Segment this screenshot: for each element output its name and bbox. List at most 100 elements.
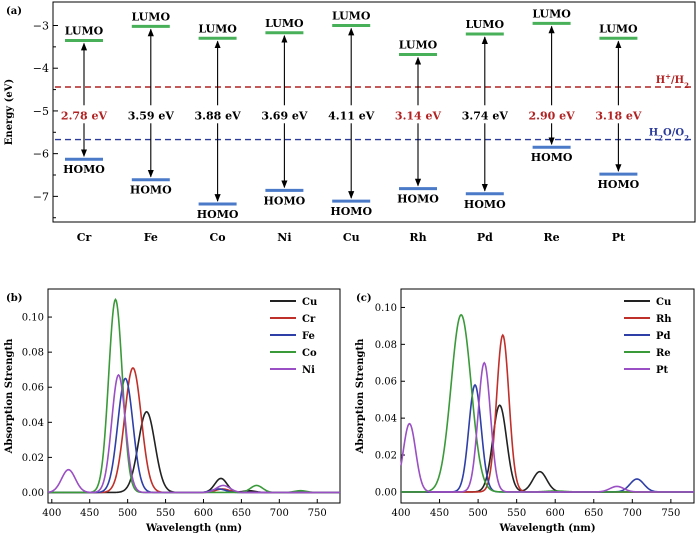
panel-b-legend-label: Cu bbox=[302, 297, 317, 308]
panel-b-ytick-label: 0.00 bbox=[22, 488, 44, 499]
metal-label: Co bbox=[210, 231, 226, 244]
panel-b-legend-label: Cr bbox=[302, 314, 316, 325]
homo-label: HOMO bbox=[531, 151, 573, 164]
lumo-label: LUMO bbox=[198, 22, 237, 35]
lumo-label: LUMO bbox=[332, 9, 371, 22]
panel-b-legend-label: Ni bbox=[302, 365, 315, 376]
gap-value-label: 3.59 eV bbox=[128, 109, 175, 122]
homo-label: HOMO bbox=[330, 205, 372, 218]
metal-label: Fe bbox=[144, 231, 158, 244]
panel-c-ytick-label: 0.04 bbox=[375, 414, 397, 425]
panel-c-series-line-pt bbox=[400, 361, 694, 493]
lumo-label: LUMO bbox=[599, 22, 638, 35]
panel-c-xtick-label: 600 bbox=[546, 508, 565, 519]
lumo-label: LUMO bbox=[399, 39, 438, 52]
panel-b-ytick-label: 0.10 bbox=[22, 313, 44, 324]
panel-b-xtick-label: 650 bbox=[232, 508, 251, 519]
lumo-label: LUMO bbox=[132, 10, 171, 23]
panel-a-ytick-label: −4 bbox=[33, 62, 49, 75]
panel-b-frame bbox=[47, 288, 341, 504]
panel-b-ytick-label: 0.04 bbox=[22, 418, 44, 429]
panel-b-series-line-cu bbox=[48, 410, 340, 494]
panel-b-xtick-label: 600 bbox=[194, 508, 213, 519]
panel-b-series-line-ni bbox=[47, 373, 340, 494]
panel-b-series-line-cr bbox=[48, 366, 340, 494]
homo-label: HOMO bbox=[464, 198, 506, 211]
panel-c-ylabel: Absorption Strength bbox=[355, 338, 366, 455]
gap-value-label: 2.78 eV bbox=[61, 109, 108, 122]
panel-a-ytick-label: −3 bbox=[33, 19, 49, 32]
panel-b-xtick-label: 550 bbox=[156, 508, 175, 519]
panel-c-series-line-re bbox=[401, 313, 694, 493]
panel-c-ytick-label: 0.08 bbox=[375, 340, 397, 351]
panel-c-legend-label: Pt bbox=[656, 365, 669, 376]
homo-label: HOMO bbox=[397, 193, 439, 206]
panel-a-ylabel: Energy (eV) bbox=[4, 79, 15, 145]
homo-label: HOMO bbox=[264, 194, 306, 207]
metal-label: Cr bbox=[77, 231, 92, 244]
panel-c-xtick-label: 400 bbox=[391, 508, 410, 519]
homo-label: HOMO bbox=[130, 184, 172, 197]
metal-label: Pd bbox=[477, 231, 493, 244]
panel-b-series-line-co bbox=[48, 298, 340, 494]
metal-label: Pt bbox=[612, 231, 626, 244]
panel-c-xtick-label: 500 bbox=[469, 508, 488, 519]
panel-c-label: (c) bbox=[356, 293, 372, 304]
metal-label: Re bbox=[544, 231, 560, 244]
lumo-label: LUMO bbox=[65, 24, 104, 37]
panel-a-ytick-label: −5 bbox=[33, 105, 49, 118]
lumo-label: LUMO bbox=[532, 7, 571, 20]
panel-c-xtick-label: 550 bbox=[507, 508, 526, 519]
panel-c-frame bbox=[400, 288, 695, 504]
homo-label: HOMO bbox=[63, 163, 105, 176]
panel-b-xlabel: Wavelength (nm) bbox=[145, 523, 242, 534]
reference-line-label: H2O/O2 bbox=[649, 128, 689, 143]
panel-b-xtick-label: 500 bbox=[118, 508, 137, 519]
panel-b-absorption-chart: (b) Absorption Strength Wavelength (nm) 400… bbox=[4, 288, 341, 534]
panel-c-xtick-label: 450 bbox=[430, 508, 449, 519]
gap-value-label: 3.69 eV bbox=[261, 109, 308, 122]
gap-value-label: 3.18 eV bbox=[595, 109, 642, 122]
panel-b-xtick-label: 400 bbox=[42, 508, 61, 519]
panel-a-ytick-label: −6 bbox=[33, 148, 49, 161]
panel-a-energy-diagram: (a) Energy (eV) −3 −4 −5 −6 −7 H+/H2 H2O/O2 LUMO H… bbox=[4, 1, 696, 244]
panel-c-xtick-label: 750 bbox=[661, 508, 680, 519]
panel-a-label: (a) bbox=[6, 6, 22, 17]
panel-c-legend-label: Rh bbox=[656, 314, 672, 325]
lumo-label: LUMO bbox=[265, 17, 304, 30]
panel-c-legend-label: Pd bbox=[656, 331, 671, 342]
panel-b-xtick-label: 450 bbox=[80, 508, 99, 519]
gap-value-label: 2.90 eV bbox=[529, 109, 576, 122]
panel-c-xlabel: Wavelength (nm) bbox=[498, 523, 595, 534]
panel-b-xtick-label: 700 bbox=[270, 508, 289, 519]
metal-label: Cu bbox=[343, 231, 360, 244]
panel-c-ytick-label: 0.06 bbox=[375, 377, 397, 388]
panel-c-legend-label: Re bbox=[656, 348, 671, 359]
panel-c-ytick-label: 0.10 bbox=[375, 303, 397, 314]
metal-label: Ni bbox=[277, 231, 291, 244]
panel-c-ytick-label: 0.00 bbox=[375, 487, 397, 498]
panel-c-series-line-rh bbox=[401, 333, 694, 493]
panel-c-legend-label: Cu bbox=[656, 297, 671, 308]
panel-a-frame bbox=[52, 1, 696, 223]
gap-value-label: 3.74 eV bbox=[462, 109, 509, 122]
panel-b-ytick-label: 0.06 bbox=[22, 383, 44, 394]
panel-c-xtick-label: 650 bbox=[584, 508, 603, 519]
panel-b-ytick-label: 0.08 bbox=[22, 348, 44, 359]
metal-label: Rh bbox=[409, 231, 426, 244]
panel-b-ytick-label: 0.02 bbox=[22, 453, 44, 464]
panel-c-absorption-chart: (c) Absorption Strength Wavelength (nm) 400… bbox=[355, 288, 695, 534]
panel-c-ytick-label: 0.02 bbox=[375, 451, 397, 462]
gap-value-label: 3.14 eV bbox=[395, 109, 442, 122]
panel-b-legend-label: Fe bbox=[302, 331, 315, 342]
panel-b-label: (b) bbox=[6, 293, 22, 304]
gap-value-label: 4.11 eV bbox=[328, 109, 375, 122]
panel-b-legend-label: Co bbox=[302, 348, 317, 359]
panel-b-series-line-fe bbox=[48, 377, 340, 494]
lumo-label: LUMO bbox=[466, 18, 505, 31]
gap-value-label: 3.88 eV bbox=[195, 109, 242, 122]
panel-b-xtick-label: 750 bbox=[308, 508, 327, 519]
homo-label: HOMO bbox=[197, 208, 239, 221]
reference-line-label: H+/H2 bbox=[656, 72, 689, 90]
